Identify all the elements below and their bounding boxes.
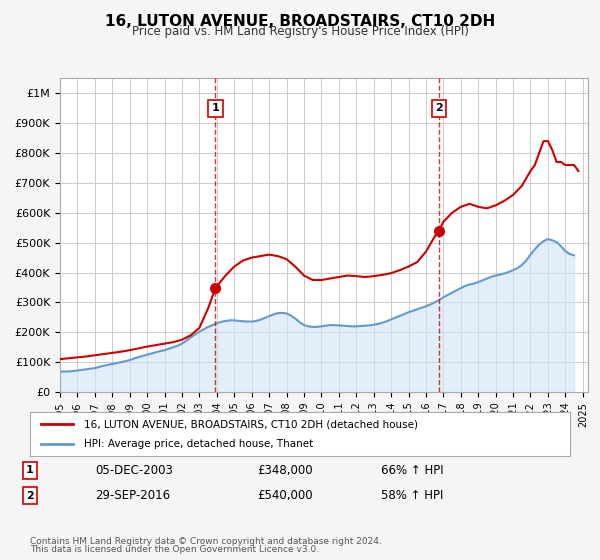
Text: 1: 1 [212, 103, 220, 113]
Text: 16, LUTON AVENUE, BROADSTAIRS, CT10 2DH (detached house): 16, LUTON AVENUE, BROADSTAIRS, CT10 2DH … [84, 419, 418, 429]
Text: 05-DEC-2003: 05-DEC-2003 [95, 464, 173, 477]
Text: Contains HM Land Registry data © Crown copyright and database right 2024.: Contains HM Land Registry data © Crown c… [30, 537, 382, 546]
Text: 2: 2 [435, 103, 443, 113]
Text: 29-SEP-2016: 29-SEP-2016 [95, 489, 170, 502]
Text: This data is licensed under the Open Government Licence v3.0.: This data is licensed under the Open Gov… [30, 545, 319, 554]
Text: HPI: Average price, detached house, Thanet: HPI: Average price, detached house, Than… [84, 439, 313, 449]
Text: Price paid vs. HM Land Registry's House Price Index (HPI): Price paid vs. HM Land Registry's House … [131, 25, 469, 38]
Text: 1: 1 [26, 465, 34, 475]
Text: 16, LUTON AVENUE, BROADSTAIRS, CT10 2DH: 16, LUTON AVENUE, BROADSTAIRS, CT10 2DH [105, 14, 495, 29]
Text: 66% ↑ HPI: 66% ↑ HPI [381, 464, 443, 477]
Text: 2: 2 [26, 491, 34, 501]
Text: 58% ↑ HPI: 58% ↑ HPI [381, 489, 443, 502]
Text: £540,000: £540,000 [257, 489, 313, 502]
Text: £348,000: £348,000 [257, 464, 313, 477]
